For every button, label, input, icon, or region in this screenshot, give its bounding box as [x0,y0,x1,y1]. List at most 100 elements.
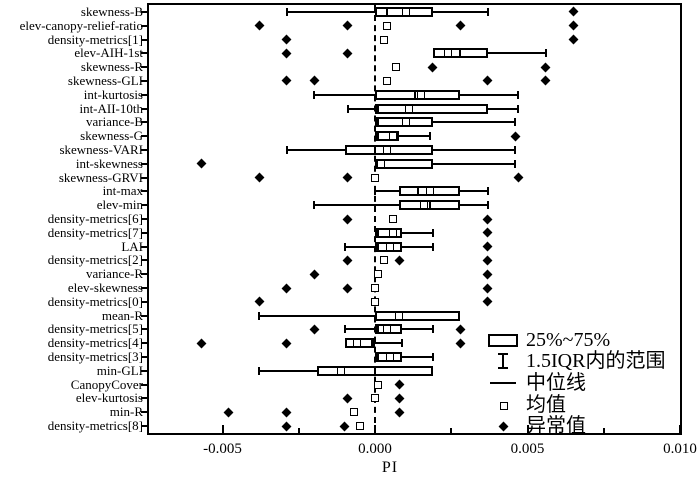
outlier-marker [339,421,350,432]
outlier-marker [309,269,319,280]
mean-marker [389,132,398,141]
whisker-cap-high [517,104,520,113]
category-tick [141,287,148,290]
median-line [370,338,373,349]
outlier-marker [427,62,438,73]
mean-marker [401,118,410,127]
outlier-marker [342,172,353,183]
category-label: skewness-VARI [59,141,143,157]
whisker-line [259,314,461,317]
category-label: min-R [109,404,143,420]
category-tick [141,107,148,110]
x-minor-tick [602,428,605,433]
median-line [377,117,380,128]
category-label: density-metrics[8] [47,418,143,434]
mean-marker [337,366,346,375]
whisker-cap-high [514,159,517,168]
outlier-marker [482,241,493,252]
outlier-marker [394,393,405,404]
legend-item-median-line: 中位线 [486,373,700,394]
category-label: variance-R [85,266,143,282]
mean-marker [404,104,413,113]
category-tick [141,162,148,165]
category-tick [141,204,148,207]
outlier-marker [455,20,466,31]
median-line [459,48,462,59]
category-label: int-skewness [75,155,143,171]
legend-item-box: 25%~75% [486,330,700,351]
outlier-marker [342,48,353,59]
mean-marker [374,380,383,389]
mean-marker [444,49,453,58]
category-label: density-metrics[1] [47,31,143,47]
median-line [377,227,380,238]
mean-marker [395,311,404,320]
median-line [374,365,376,376]
category-label: LAI [121,238,143,254]
category-label: int-AII-10th [79,100,143,116]
outlier-marker [281,34,292,45]
median-line [428,200,431,211]
median-line [377,131,380,142]
whisker-cap-high [401,339,404,348]
mean-marker [380,256,389,265]
mean-marker [386,353,395,362]
whisker-cap-high [486,201,489,210]
outlier-marker [254,20,265,31]
iqr-box [375,131,400,142]
outlier-marker [281,407,292,418]
category-label: int-max [102,183,143,199]
category-label: skewness-G [80,128,143,144]
outlier-marker [281,338,292,349]
outlier-marker [513,172,524,183]
median-line [374,144,376,155]
category-tick [141,273,148,276]
outlier-marker [281,75,292,86]
whisker-cap-high [431,242,434,251]
whisker-cap-low [285,145,288,154]
outlier-marker [342,20,353,31]
outlier-marker [482,227,493,238]
mean-marker [352,339,361,348]
category-tick [141,328,148,331]
mean-marker [371,284,379,293]
mean-marker [425,187,434,196]
category-tick [141,383,148,386]
whisker-symbol [502,353,504,369]
category-tick [141,300,148,303]
category-label: skewness-GLI [67,72,143,88]
mean-marker [386,242,395,251]
legend-label: 25%~75% [526,329,611,351]
x-major-tick [526,425,529,433]
mean-marker [377,159,386,168]
category-label: variance-B [85,114,143,130]
x-major-tick [221,425,224,433]
outlier-marker [196,338,207,349]
outlier-marker [342,255,353,266]
category-tick [141,79,148,82]
category-tick [141,218,148,220]
x-tick-label: 0.005 [510,441,545,457]
category-label: min-GLI [96,362,143,378]
outlier-marker [342,283,353,293]
outlier-marker [540,62,551,73]
outlier-marker [223,407,234,418]
whisker-line [375,121,516,124]
category-tick [141,24,148,27]
box-symbol [488,334,518,347]
category-label: density-metrics[2] [47,252,143,268]
outlier-marker [482,75,493,86]
outlier-marker [394,379,405,390]
whisker-cap-high [514,118,517,127]
x-tick-label: -0.005 [203,441,242,457]
median-line [413,89,416,100]
category-label: density-metrics[0] [47,293,143,309]
category-tick [141,190,148,193]
plot-area [147,3,682,435]
outlier-marker [254,296,265,307]
legend-label: 1.5IQR内的范围 [526,350,666,372]
outlier-marker [482,269,493,280]
category-tick [141,411,148,414]
category-tick [141,66,148,69]
category-tick [141,259,148,262]
